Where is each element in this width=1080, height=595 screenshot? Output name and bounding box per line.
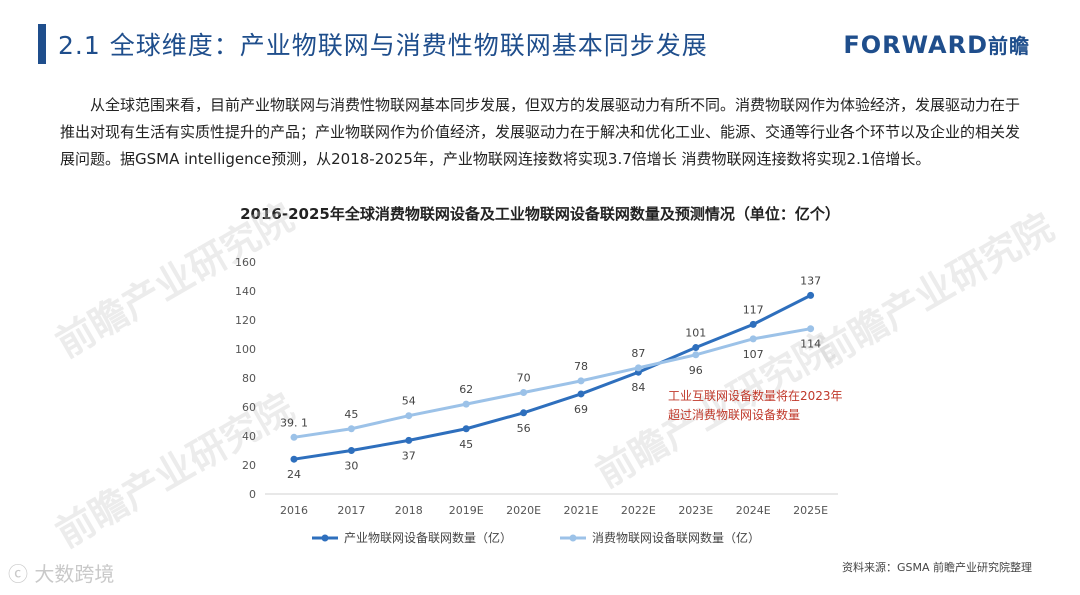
- data-label: 87: [631, 347, 645, 360]
- page-title: 2.1 全球维度：产业物联网与消费性物联网基本同步发展: [58, 31, 708, 60]
- data-point: [290, 455, 298, 463]
- y-tick-label: 0: [249, 488, 256, 501]
- x-tick-label: 2017: [337, 504, 365, 517]
- source-note: 资料来源：GSMA 前瞻产业研究院整理: [841, 561, 1032, 574]
- annotation-text: 工业互联网设备数量将在2023年: [668, 388, 843, 403]
- x-tick-label: 2025E: [793, 504, 828, 517]
- y-tick-label: 20: [242, 459, 256, 472]
- x-tick-label: 2018: [395, 504, 423, 517]
- data-point: [634, 364, 642, 372]
- data-label: 78: [574, 360, 588, 373]
- x-tick-label: 2016: [280, 504, 308, 517]
- data-label: 96: [689, 364, 703, 377]
- y-tick-label: 40: [242, 430, 256, 443]
- data-label: 117: [743, 303, 764, 316]
- corner-watermark: ⓒ 大数跨境: [8, 562, 115, 586]
- brand-logo: FORWARD前瞻: [843, 30, 1030, 59]
- series-line-2: [293, 327, 811, 439]
- y-tick-label: 60: [242, 401, 256, 414]
- data-point: [347, 425, 355, 433]
- y-tick-label: 160: [235, 256, 256, 269]
- data-label: 69: [574, 403, 588, 416]
- data-point: [520, 409, 528, 417]
- data-point: [405, 412, 413, 420]
- data-point: [577, 390, 585, 398]
- x-tick-label: 2020E: [506, 504, 541, 517]
- data-point: [807, 291, 815, 299]
- data-point: [520, 389, 528, 396]
- data-label: 114: [800, 338, 821, 351]
- data-point: [462, 400, 470, 408]
- legend-label-2: 消费物联网设备联网数量（亿）: [592, 530, 760, 545]
- data-label: 107: [743, 348, 764, 361]
- logo-en: FORWARD: [843, 31, 988, 59]
- data-label: 39. 1: [280, 416, 308, 429]
- data-point: [405, 436, 413, 444]
- y-tick-label: 120: [235, 314, 256, 327]
- data-point: [577, 377, 585, 385]
- x-tick-label: 2019E: [449, 504, 484, 517]
- intro-paragraph: 从全球范围来看，目前产业物联网与消费性物联网基本同步发展，但双方的发展驱动力有所…: [60, 96, 1021, 168]
- x-tick-label: 2023E: [678, 504, 713, 517]
- y-tick-label: 80: [242, 372, 256, 385]
- data-point: [807, 325, 815, 333]
- data-label: 30: [344, 460, 358, 473]
- data-label: 101: [685, 327, 706, 340]
- chart-title: 2016-2025年全球消费物联网设备及工业物联网设备联网数量及预测情况（单位：…: [240, 205, 840, 223]
- series-line-1: [293, 294, 812, 461]
- data-point: [692, 351, 700, 359]
- data-point: [462, 425, 470, 433]
- data-label: 54: [402, 395, 416, 408]
- data-point: [749, 320, 757, 328]
- data-point: [290, 433, 298, 441]
- data-label: 45: [459, 438, 473, 451]
- data-label: 24: [287, 468, 301, 481]
- x-tick-label: 2021E: [564, 504, 599, 517]
- data-point: [347, 447, 355, 454]
- x-tick-label: 2022E: [621, 504, 656, 517]
- logo-cn: 前瞻: [988, 34, 1030, 58]
- x-tick-label: 2024E: [736, 504, 771, 517]
- data-label: 62: [459, 383, 473, 396]
- data-point: [749, 335, 757, 343]
- data-label: 56: [517, 422, 531, 435]
- legend-marker-2: [569, 534, 577, 542]
- y-tick-label: 100: [235, 343, 256, 356]
- data-label: 45: [344, 408, 358, 421]
- data-point: [692, 344, 700, 352]
- data-label: 137: [800, 274, 821, 287]
- annotation-text: 超过消费物联网设备数量: [668, 407, 800, 422]
- legend-label-1: 产业物联网设备联网数量（亿）: [344, 530, 512, 545]
- data-label: 84: [631, 381, 645, 394]
- legend-marker-1: [321, 534, 329, 542]
- title-accent-bar: [38, 24, 46, 64]
- y-tick-label: 140: [235, 285, 256, 298]
- corner-watermark-text: 大数跨境: [34, 562, 115, 586]
- data-label: 70: [517, 372, 531, 385]
- data-label: 37: [402, 449, 416, 462]
